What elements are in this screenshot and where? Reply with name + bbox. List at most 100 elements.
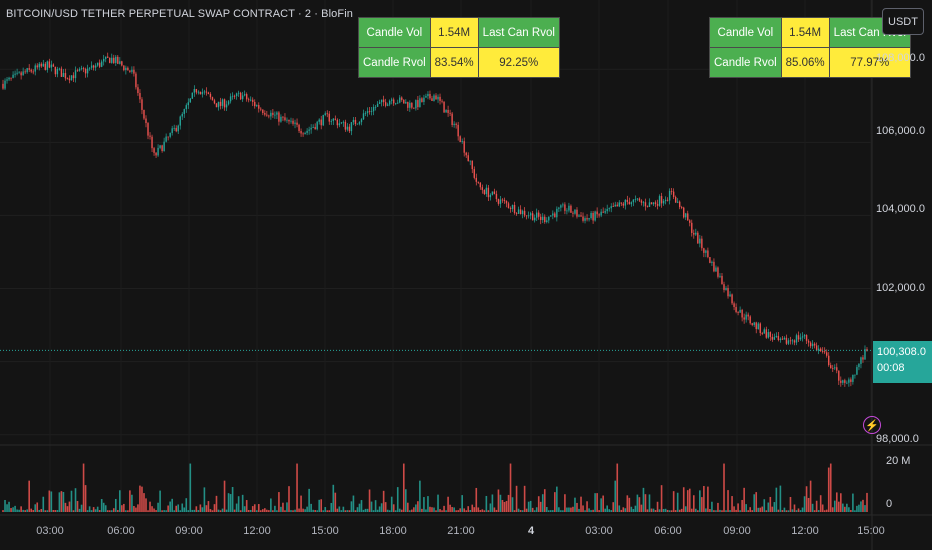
candle-body — [828, 355, 830, 366]
candle-body — [213, 100, 216, 104]
candle-body — [658, 196, 661, 206]
candle-body — [582, 216, 584, 221]
volume-bar — [404, 489, 407, 512]
volume-bar — [485, 495, 488, 512]
volume-bar — [686, 490, 689, 512]
volume-bar — [425, 509, 427, 512]
candle-body — [709, 257, 711, 263]
candle-body — [685, 213, 687, 218]
volume-bar — [326, 510, 329, 512]
volume-bar — [636, 494, 639, 512]
volume-bar — [701, 497, 703, 512]
volume-bar — [852, 493, 854, 512]
volume-bar — [811, 503, 814, 512]
volume-bar — [576, 502, 578, 512]
candle-body — [149, 135, 151, 137]
candle-body — [757, 323, 759, 330]
candle-body — [614, 204, 616, 207]
volume-bar — [437, 494, 439, 512]
candle-body — [237, 92, 240, 94]
volume-bar — [660, 485, 663, 512]
candle-body — [745, 314, 747, 320]
candle-body — [88, 67, 91, 69]
candle-body — [185, 105, 187, 110]
candle-body — [826, 352, 828, 356]
candle-body — [147, 123, 149, 136]
volume-bar — [862, 499, 864, 512]
candle-body — [552, 213, 554, 216]
candle-body — [399, 97, 401, 103]
candle-body — [322, 114, 324, 126]
last-can-rvol-value: 77.97% — [828, 47, 911, 78]
volume-bar — [465, 510, 468, 512]
candle-body — [26, 68, 28, 73]
candle-body — [823, 351, 826, 353]
candle-body — [264, 113, 266, 115]
candle-body — [223, 99, 226, 108]
volume-bar — [578, 508, 580, 512]
volume-bar — [167, 505, 169, 512]
volume-bar — [654, 510, 657, 512]
candle-body — [272, 112, 274, 115]
volume-bar — [644, 494, 647, 512]
candle-body — [117, 56, 119, 64]
candle-body — [344, 121, 347, 130]
candle-body — [280, 116, 282, 122]
volume-bar — [515, 485, 518, 512]
candle-body — [270, 112, 272, 117]
volume-bar — [139, 485, 141, 512]
volume-bar — [274, 505, 276, 512]
volume-bar — [421, 508, 423, 512]
candle-body — [705, 250, 707, 253]
candle-body — [36, 65, 38, 68]
volume-bar — [779, 485, 782, 512]
candle-body — [241, 95, 244, 100]
volume-bar — [449, 504, 451, 512]
candle-body — [707, 250, 709, 258]
lightning-alert-icon[interactable]: ⚡ — [863, 416, 881, 434]
candle-body — [676, 201, 679, 203]
volume-bar — [803, 496, 806, 512]
volume-bar — [560, 510, 562, 512]
candle-body — [618, 202, 620, 207]
volume-bar — [620, 509, 623, 512]
candle-body — [225, 104, 228, 108]
volume-bar — [225, 509, 228, 512]
volume-bar — [624, 508, 627, 512]
candle-body — [451, 113, 453, 125]
candle-body — [578, 215, 580, 217]
candle-body — [284, 117, 286, 121]
candle-body — [276, 112, 278, 115]
volume-bar — [189, 463, 192, 512]
volume-bar — [594, 493, 596, 512]
volume-bar — [854, 510, 856, 512]
candle-body — [844, 380, 846, 383]
volume-bar — [556, 486, 558, 512]
volume-bar — [372, 510, 375, 512]
candle-body — [638, 198, 641, 201]
volume-bar — [374, 500, 377, 512]
candle-body — [759, 323, 761, 333]
volume-tick: 20 M — [886, 455, 911, 467]
volume-bar — [562, 510, 564, 512]
candle-body — [481, 187, 484, 190]
candle-body — [795, 335, 798, 343]
volume-bar — [707, 486, 709, 512]
candle-body — [40, 63, 42, 67]
volume-bar — [151, 506, 153, 512]
candle-rvol-value: 83.54% — [429, 47, 479, 78]
candle-body — [324, 113, 326, 115]
candle-body — [32, 71, 34, 73]
candle-body — [765, 329, 768, 338]
candle-body — [799, 337, 802, 340]
candle-body — [374, 106, 377, 108]
currency-button[interactable]: USDT — [882, 8, 924, 35]
candle-body — [54, 66, 57, 75]
volume-bar — [141, 486, 143, 512]
volume-bar — [674, 510, 677, 512]
volume-bar — [350, 501, 353, 512]
volume-bar — [670, 510, 673, 512]
candle-body — [16, 72, 18, 74]
